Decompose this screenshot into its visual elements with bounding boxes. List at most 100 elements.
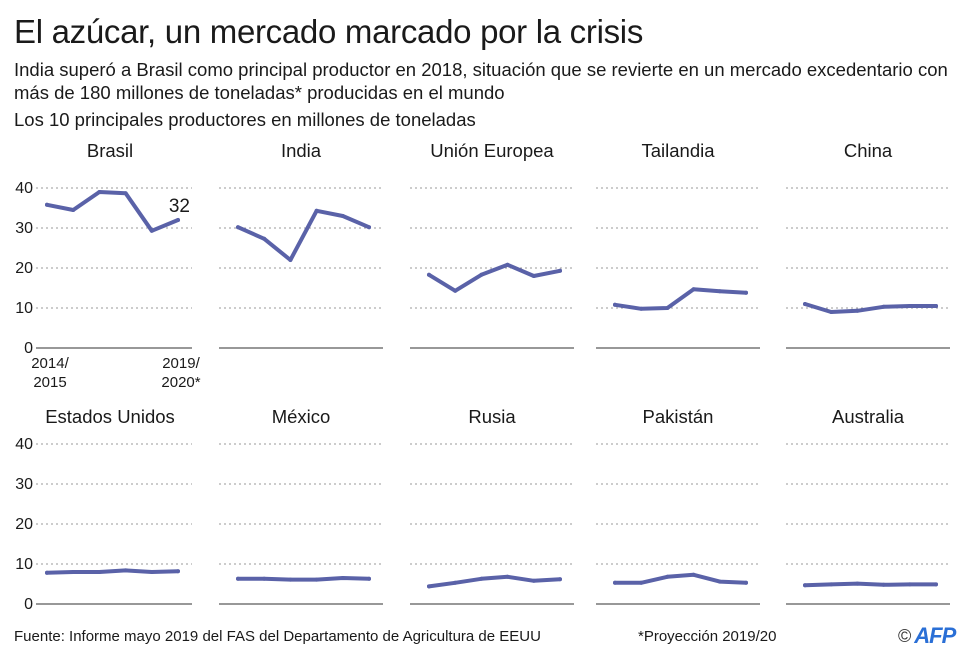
series-line-estados-unidos [45, 568, 180, 575]
data-point [236, 576, 240, 581]
data-point [639, 306, 644, 311]
series-line-india [236, 208, 371, 262]
panel-title: Australia [832, 406, 905, 427]
data-point [558, 268, 562, 273]
data-point [236, 225, 240, 230]
data-point [453, 288, 458, 293]
data-point [717, 579, 722, 584]
y-tick-label: 30 [15, 220, 33, 237]
series-line-unión-europea [427, 262, 562, 293]
series-line-australia [803, 581, 938, 588]
y-tick-label: 0 [24, 596, 33, 613]
chart-title: El azúcar, un mercado marcado por la cri… [14, 13, 644, 50]
y-tick-label: 10 [15, 556, 33, 573]
panel-title: China [844, 140, 893, 161]
afp-logo: AFP [914, 623, 956, 648]
data-point [691, 572, 696, 577]
data-point [855, 581, 860, 586]
data-point [907, 304, 912, 308]
panel-title: Brasil [87, 140, 133, 161]
data-point [367, 225, 371, 230]
data-point [613, 302, 617, 307]
x-tick-label: 2020* [161, 374, 200, 391]
data-point [907, 582, 912, 587]
data-point [829, 582, 834, 587]
series-line-méxico [236, 576, 371, 582]
data-point [71, 570, 76, 574]
panel-title: Rusia [468, 406, 516, 427]
data-point [934, 304, 938, 308]
y-tick-label: 30 [15, 476, 33, 493]
unit-label: Los 10 principales productores en millon… [14, 109, 476, 130]
data-point [881, 582, 886, 587]
data-point [149, 570, 154, 574]
data-point [123, 568, 128, 573]
data-point [45, 202, 49, 207]
data-point [45, 570, 49, 575]
data-point [479, 576, 484, 581]
data-point [934, 582, 938, 587]
data-point [505, 574, 510, 579]
data-point [855, 308, 860, 313]
x-tick-label: 2019/ [162, 355, 200, 372]
data-point [803, 302, 807, 306]
series-line-brasil [45, 190, 180, 233]
y-tick-label: 40 [15, 436, 33, 453]
data-point [427, 272, 431, 277]
data-point [149, 228, 154, 233]
data-point [262, 576, 267, 581]
panel-title: Pakistán [643, 406, 714, 427]
data-point [288, 258, 293, 262]
data-point [71, 208, 76, 212]
data-point [829, 310, 834, 314]
data-point [314, 577, 319, 582]
data-point [803, 583, 807, 588]
series-line-tailandia [613, 287, 748, 311]
data-point [314, 208, 319, 213]
panel-title: Estados Unidos [45, 406, 175, 427]
data-point [744, 290, 748, 295]
series-line-china [803, 302, 938, 314]
data-point [881, 304, 886, 309]
data-point [97, 570, 102, 574]
data-point [340, 576, 345, 580]
data-point [479, 272, 484, 277]
data-point [691, 287, 696, 292]
data-point [176, 569, 180, 574]
projection-note: *Proyección 2019/20 [638, 628, 777, 645]
chart-subtitle: India superó a Brasil como principal pro… [14, 59, 948, 103]
data-point [665, 574, 670, 579]
data-point [531, 578, 536, 583]
data-point [453, 580, 458, 585]
y-tick-label: 20 [15, 260, 33, 277]
data-point [340, 214, 345, 218]
data-point [176, 218, 180, 222]
data-point [288, 577, 293, 582]
x-tick-label: 2015 [33, 374, 66, 391]
data-point [505, 262, 510, 267]
y-tick-label: 10 [15, 300, 33, 317]
data-point [639, 580, 644, 585]
panel-title: Unión Europea [430, 140, 554, 161]
data-point [665, 306, 670, 310]
data-point [427, 584, 431, 589]
panel-title: México [272, 406, 331, 427]
data-point [717, 289, 722, 294]
source-note: Fuente: Informe mayo 2019 del FAS del De… [14, 628, 541, 645]
panel-title: India [281, 140, 322, 161]
data-point [558, 577, 562, 582]
y-tick-label: 0 [24, 340, 33, 357]
series-line-rusia [427, 574, 562, 589]
panel-title: Tailandia [641, 140, 715, 161]
y-tick-label: 40 [15, 180, 33, 197]
credit: © AFP [898, 623, 956, 649]
copyright-icon: © [898, 625, 912, 646]
value-label: 32 [169, 196, 190, 217]
series-line-pakistán [613, 572, 748, 585]
y-tick-label: 20 [15, 516, 33, 533]
data-point [367, 576, 371, 581]
data-point [613, 580, 617, 585]
data-point [123, 191, 128, 196]
data-point [97, 190, 102, 194]
